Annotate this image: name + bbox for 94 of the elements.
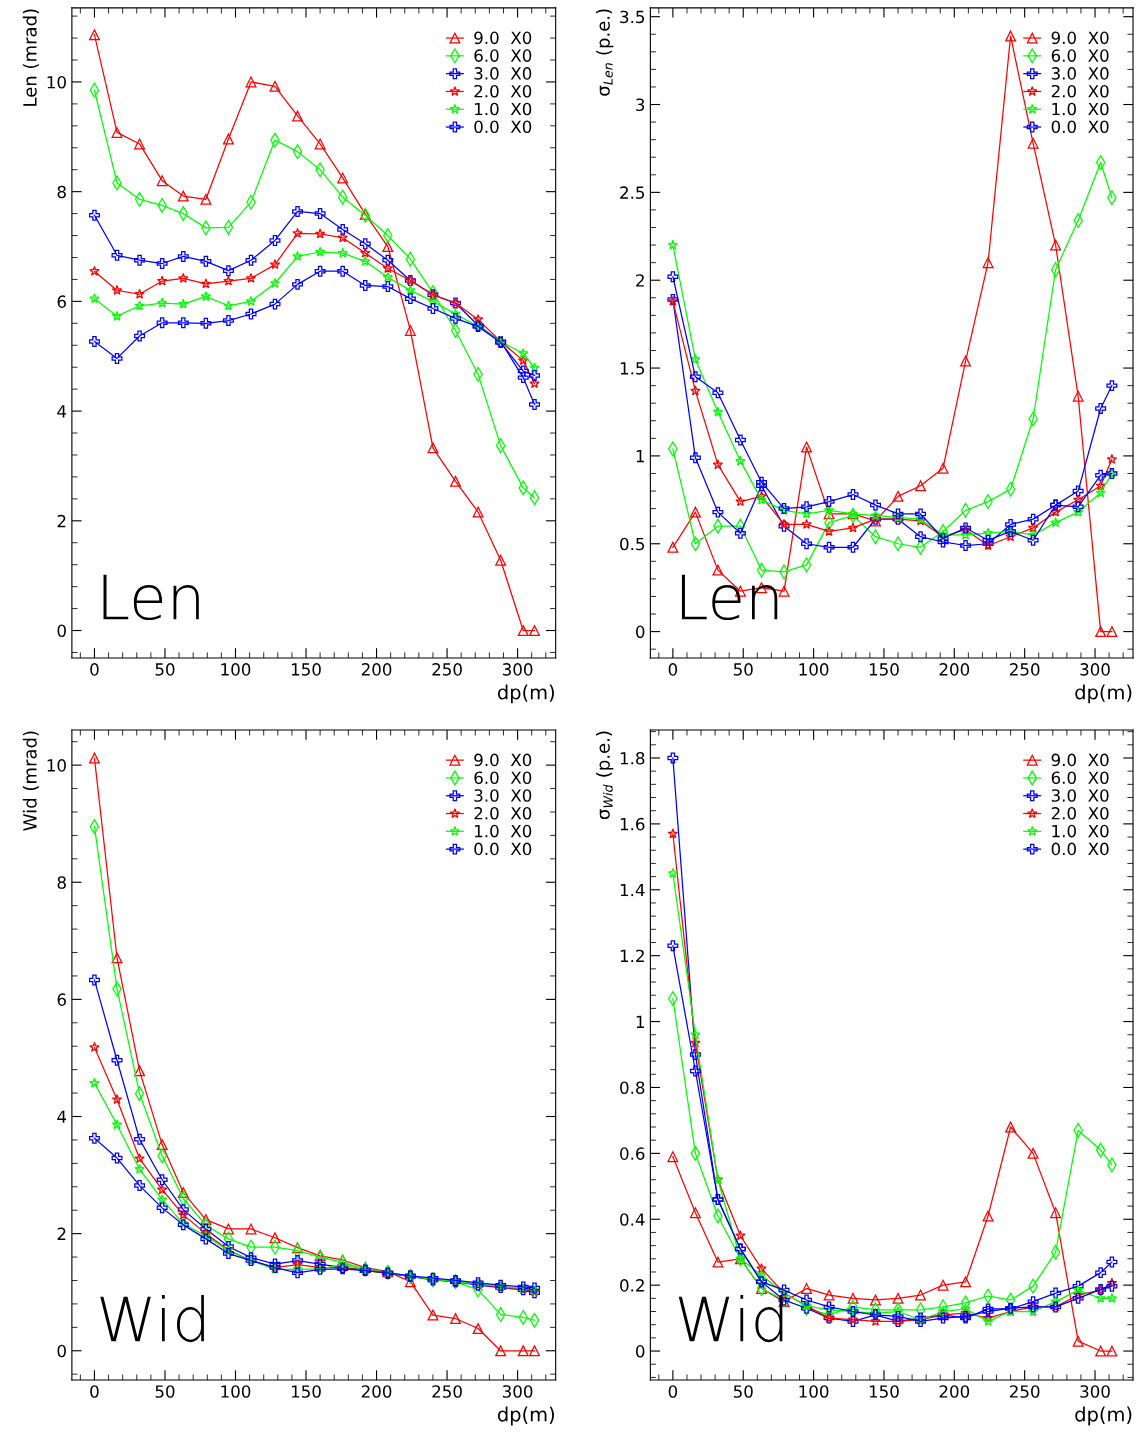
y-tick-label: 10 [47, 75, 66, 89]
x-tick-label: 200 [361, 663, 392, 676]
x-tick-label: 0 [668, 663, 678, 676]
annotation: Len [103, 574, 199, 621]
x-axis-title: dp(m) [497, 684, 554, 704]
x-tick-label: 50 [733, 663, 753, 676]
legend-label: 9.0 X0 [474, 753, 532, 767]
legend-label: 0.0 X0 [474, 842, 532, 856]
x-tick-label: 0 [90, 663, 99, 676]
x-tick-label: 150 [869, 1385, 899, 1398]
legend-label: 3.0 X0 [1051, 67, 1109, 80]
x-tick-label: 300 [502, 663, 533, 676]
y-tick-label: 4 [57, 405, 67, 418]
legend-label: 2.0 X0 [474, 807, 532, 820]
legend-label: 9.0 X0 [474, 31, 532, 45]
y-tick-label: 2 [57, 514, 66, 528]
y-tick-label: 0.8 [620, 1081, 645, 1095]
annotation: Len [681, 574, 778, 621]
y-tick-label: 1.6 [620, 817, 645, 831]
legend-label: 3.0 X0 [1051, 789, 1109, 802]
x-tick-label: 250 [432, 1385, 462, 1398]
y-axis-title: Wid (mrad) [22, 731, 39, 831]
legend-label: 6.0 X0 [1051, 49, 1109, 62]
y-tick-label: 0 [57, 1344, 66, 1358]
y-tick-label: 0.6 [620, 1147, 645, 1160]
x-tick-label: 300 [1080, 1385, 1110, 1398]
x-tick-label: 150 [291, 1385, 321, 1398]
y-tick-label: 2 [57, 1227, 66, 1240]
y-tick-label: 6 [57, 295, 66, 308]
legend-label: 9.0 X0 [1051, 31, 1109, 45]
x-tick-label: 0 [668, 1385, 678, 1398]
x-axis-title: dp(m) [1075, 684, 1132, 704]
x-tick-label: 250 [1009, 663, 1040, 676]
legend-label: 6.0 X0 [1051, 771, 1109, 785]
y-axis-title: Len (mrad) [22, 9, 39, 106]
x-tick-label: 100 [221, 1385, 251, 1398]
annotation: Wid [678, 1294, 783, 1343]
y-tick-label: 0.4 [620, 1213, 645, 1226]
y-tick-label: 1.5 [620, 362, 645, 375]
y-tick-label: 3.5 [620, 10, 645, 24]
y-tick-label: 0.5 [620, 537, 645, 551]
x-tick-label: 0 [90, 1385, 99, 1398]
x-tick-label: 300 [1080, 663, 1110, 676]
y-tick-label: 1.2 [620, 949, 644, 963]
y-tick-label: 0 [636, 1345, 645, 1358]
y-tick-label: 8 [57, 185, 66, 199]
y-axis-title: σ$_{Len}$ (p.e.) [595, 9, 614, 96]
y-axis-title: σ$_{Wid}$ (p.e.) [595, 731, 614, 820]
x-tick-label: 100 [799, 663, 829, 676]
x-tick-label: 100 [221, 663, 251, 676]
legend-label: 6.0 X0 [474, 771, 532, 785]
y-tick-label: 4 [57, 1110, 67, 1123]
x-tick-label: 150 [869, 663, 899, 676]
y-tick-label: 10 [47, 759, 66, 772]
x-tick-label: 200 [361, 1385, 392, 1398]
y-tick-label: 2.5 [620, 186, 645, 199]
legend-label: 1.0 X0 [475, 824, 532, 838]
x-tick-label: 200 [939, 663, 970, 676]
x-axis-title: dp(m) [1075, 1406, 1132, 1426]
legend-label: 1.0 X0 [1052, 824, 1109, 838]
annotation: Wid [100, 1294, 204, 1343]
legend-label: 0.0 X0 [1051, 120, 1109, 134]
x-tick-label: 300 [502, 1385, 533, 1398]
x-axis-title: dp(m) [497, 1406, 554, 1426]
x-tick-label: 200 [939, 1385, 970, 1398]
legend-label: 1.0 X0 [475, 102, 532, 116]
y-tick-label: 0 [636, 625, 645, 639]
legend-label: 2.0 X0 [474, 84, 532, 98]
legend-label: 3.0 X0 [474, 67, 532, 80]
x-tick-label: 150 [291, 663, 321, 676]
x-tick-label: 100 [799, 1385, 829, 1398]
y-tick-label: 3 [636, 98, 645, 112]
legend-label: 3.0 X0 [474, 789, 532, 802]
y-tick-label: 1 [636, 1015, 644, 1028]
x-tick-label: 250 [432, 663, 462, 676]
y-tick-label: 0.2 [620, 1279, 644, 1292]
legend-label: 1.0 X0 [1052, 102, 1109, 116]
y-tick-label: 8 [57, 876, 66, 889]
legend-label: 2.0 X0 [1051, 84, 1109, 98]
legend-label: 2.0 X0 [1051, 807, 1109, 820]
legend-label: 0.0 X0 [1051, 842, 1109, 856]
y-tick-label: 1 [636, 450, 644, 463]
y-tick-label: 2 [636, 274, 644, 287]
legend-label: 9.0 X0 [1051, 753, 1109, 767]
legend-label: 0.0 X0 [474, 120, 532, 134]
y-tick-label: 6 [57, 993, 66, 1006]
y-tick-label: 1.8 [620, 751, 645, 765]
x-tick-label: 50 [733, 1385, 753, 1398]
y-tick-label: 1.4 [620, 883, 645, 897]
legend-label: 6.0 X0 [474, 49, 532, 62]
x-tick-label: 50 [155, 1385, 175, 1398]
x-tick-label: 50 [155, 663, 175, 676]
x-tick-label: 250 [1009, 1385, 1040, 1398]
y-tick-label: 0 [57, 624, 66, 638]
